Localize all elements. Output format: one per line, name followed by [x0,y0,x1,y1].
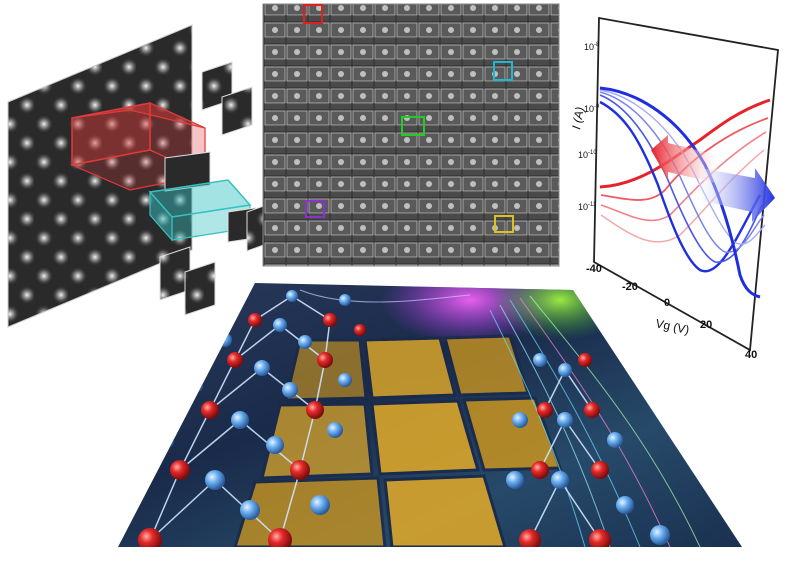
red-crop-panel [164,151,211,192]
marker-yellow [494,215,514,233]
red-curve-3 [600,131,767,222]
x-tick-3: 0 [664,297,670,309]
lattice-illustration [118,283,742,547]
tem-main-panel [7,24,193,328]
marker-cyan [493,61,513,81]
red-curve-2 [600,117,769,201]
red-curve-1 [599,98,771,189]
small-panel-5 [184,261,216,316]
marker-green [401,116,425,136]
green-glow [490,283,630,340]
blue-arrow [698,168,775,222]
y-axis-label: I (A) [569,106,587,131]
y-tick-1: 10-8 [584,42,600,52]
x-tick-2: -20 [622,281,638,293]
chip-tiles [232,334,563,547]
small-panel-2 [221,86,253,136]
x-axis-label: Vg (V) [654,316,690,337]
x-tick-5: 40 [745,349,757,361]
atoms-right [506,353,670,547]
x-tick-4: 20 [700,319,712,331]
transfer-graph: 10-8 10-9 10-10 10-11 I (A) -40 -20 0 20… [569,16,779,361]
blue-curve-1 [599,100,762,273]
marker-red [303,4,323,24]
y-tick-2: 10-9 [584,104,600,114]
marker-purple [305,200,325,218]
stem-grid [262,3,560,267]
y-tick-3: 10-10 [578,150,597,160]
x-tick-1: -40 [586,263,602,275]
y-tick-4: 10-11 [578,202,597,212]
tem-stack [7,24,273,328]
